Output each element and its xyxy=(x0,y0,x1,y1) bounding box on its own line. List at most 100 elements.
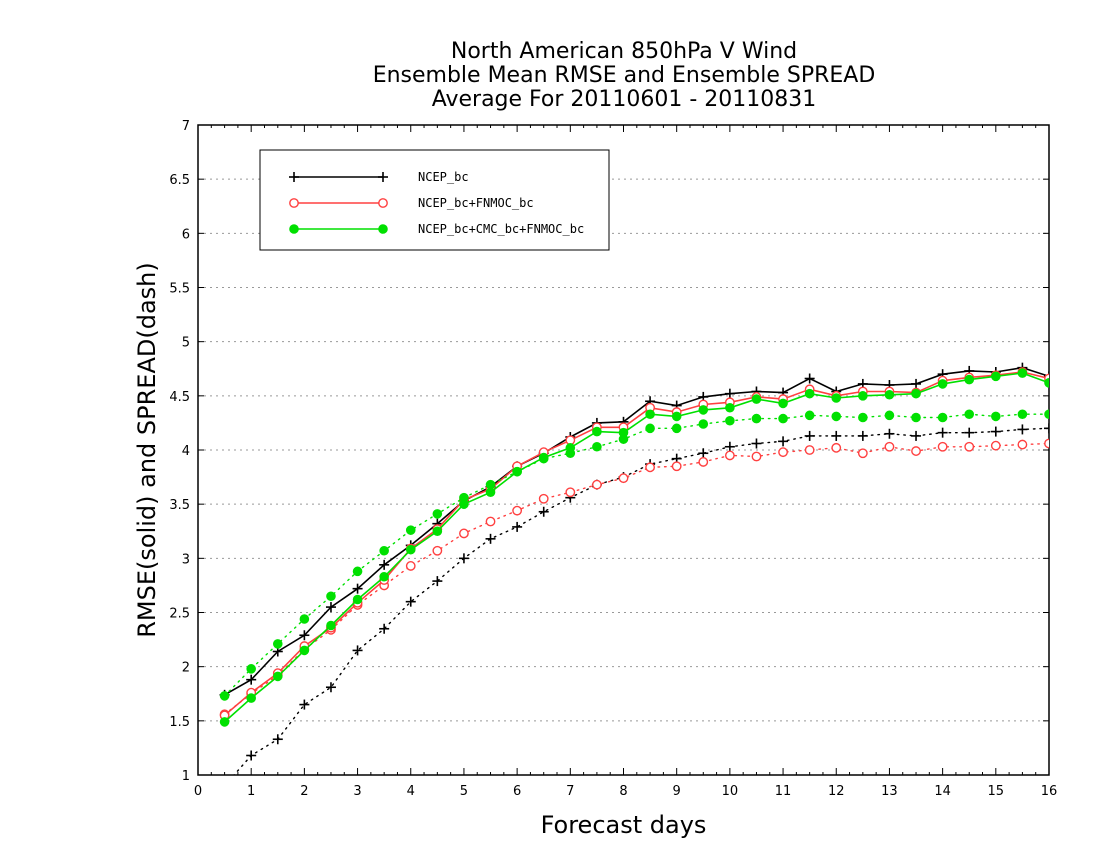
spread-point xyxy=(432,576,443,587)
rmse-point xyxy=(778,398,788,409)
x-tick-label: 12 xyxy=(828,784,845,799)
spread-point xyxy=(911,446,921,456)
x-tick-label: 0 xyxy=(194,784,202,799)
spread-point xyxy=(964,409,975,420)
x-tick-label: 2 xyxy=(300,784,308,799)
y-axis-label: RMSE(solid) and SPREAD(dash) xyxy=(133,262,161,638)
series-NCEP_bc xyxy=(219,362,1049,775)
rmse-line xyxy=(224,372,1049,723)
spread-point xyxy=(831,442,842,453)
x-tick-label: 14 xyxy=(934,784,951,799)
spread-point xyxy=(325,682,336,693)
spread-point xyxy=(724,450,735,461)
spread-point xyxy=(671,461,682,472)
spread-point xyxy=(990,440,1001,451)
rmse-point xyxy=(991,371,1001,382)
rmse-point xyxy=(485,487,496,498)
spread-point xyxy=(405,596,416,607)
spread-point xyxy=(964,441,975,452)
rmse-point xyxy=(804,388,815,399)
rmse-point xyxy=(405,544,416,555)
y-tick-label: 4 xyxy=(182,444,190,459)
spread-line xyxy=(223,413,1049,697)
spread-point xyxy=(831,430,842,441)
rmse-point xyxy=(671,411,682,422)
spread-point xyxy=(1044,423,1049,434)
spread-point xyxy=(405,525,416,535)
spread-point xyxy=(937,412,948,423)
spread-point xyxy=(618,473,629,484)
legend-entry: NCEP_bc+CMC_bc+FNMOC_bc xyxy=(289,222,584,236)
spread-point xyxy=(432,545,443,556)
spread-point xyxy=(352,645,363,656)
spread-point xyxy=(937,441,948,452)
spread-point xyxy=(246,750,257,761)
legend-marker xyxy=(289,172,299,182)
rmse-point xyxy=(326,620,336,631)
spread-point xyxy=(1017,409,1028,420)
spread-point xyxy=(512,505,523,516)
spread-point xyxy=(698,457,709,467)
rmse-point xyxy=(246,693,256,703)
rmse-point xyxy=(911,378,922,389)
rmse-point xyxy=(352,583,363,594)
x-tick-label: 9 xyxy=(673,784,681,799)
spread-line xyxy=(223,442,1049,715)
rmse-point xyxy=(1017,368,1028,378)
rmse-point xyxy=(246,674,257,685)
spread-point xyxy=(272,639,283,649)
spread-point xyxy=(698,448,709,459)
rmse-point xyxy=(804,373,815,384)
rmse-point xyxy=(751,394,762,404)
x-tick-label: 11 xyxy=(775,784,792,799)
y-tick-label: 5.5 xyxy=(169,282,190,297)
y-tick-label: 6.5 xyxy=(169,173,190,188)
legend: NCEP_bc NCEP_bc+FNMOC_bc NCEP_bc+CMC_bc+FN… xyxy=(259,149,610,251)
spread-point xyxy=(778,447,788,458)
spread-point xyxy=(485,533,496,544)
legend-label: NCEP_bc xyxy=(418,170,469,184)
spread-point xyxy=(592,479,602,490)
spread-point xyxy=(778,436,789,447)
rmse-point xyxy=(379,559,390,570)
rmse-point xyxy=(724,388,735,399)
y-tick-label: 6 xyxy=(182,227,190,242)
x-tick-label: 8 xyxy=(619,784,627,799)
y-tick-label: 1.5 xyxy=(169,715,190,730)
rmse-point xyxy=(1044,378,1049,388)
rmse-point xyxy=(725,402,735,413)
spread-point xyxy=(299,699,310,710)
legend-marker xyxy=(378,224,388,234)
rmse-point xyxy=(512,466,522,477)
spread-point xyxy=(352,566,363,577)
spread-point xyxy=(991,411,1001,422)
spread-point xyxy=(512,521,523,532)
spread-point xyxy=(219,691,230,701)
spread-point xyxy=(538,506,549,517)
spread-point xyxy=(485,516,496,527)
spread-point xyxy=(858,412,868,423)
x-tick-label: 10 xyxy=(722,784,739,799)
spread-point xyxy=(1044,409,1049,420)
y-tick-label: 2.5 xyxy=(169,607,190,622)
spread-point xyxy=(538,493,549,504)
x-tick-label: 5 xyxy=(460,784,468,799)
spread-point xyxy=(857,448,868,459)
spread-point xyxy=(698,419,709,429)
rmse-point xyxy=(565,443,576,453)
rmse-point xyxy=(325,602,336,613)
spread-point xyxy=(326,591,336,602)
spread-point xyxy=(724,441,735,452)
y-tick-label: 7 xyxy=(182,119,190,134)
grid-lines xyxy=(198,178,1049,722)
rmse-point xyxy=(538,452,549,463)
spread-point xyxy=(964,427,975,438)
rmse-point xyxy=(618,427,629,438)
legend-entry: NCEP_bc+FNMOC_bc xyxy=(289,196,534,210)
spread-point xyxy=(432,509,443,519)
spread-point xyxy=(1044,438,1049,449)
rmse-point xyxy=(937,379,948,389)
spread-point xyxy=(937,427,948,438)
